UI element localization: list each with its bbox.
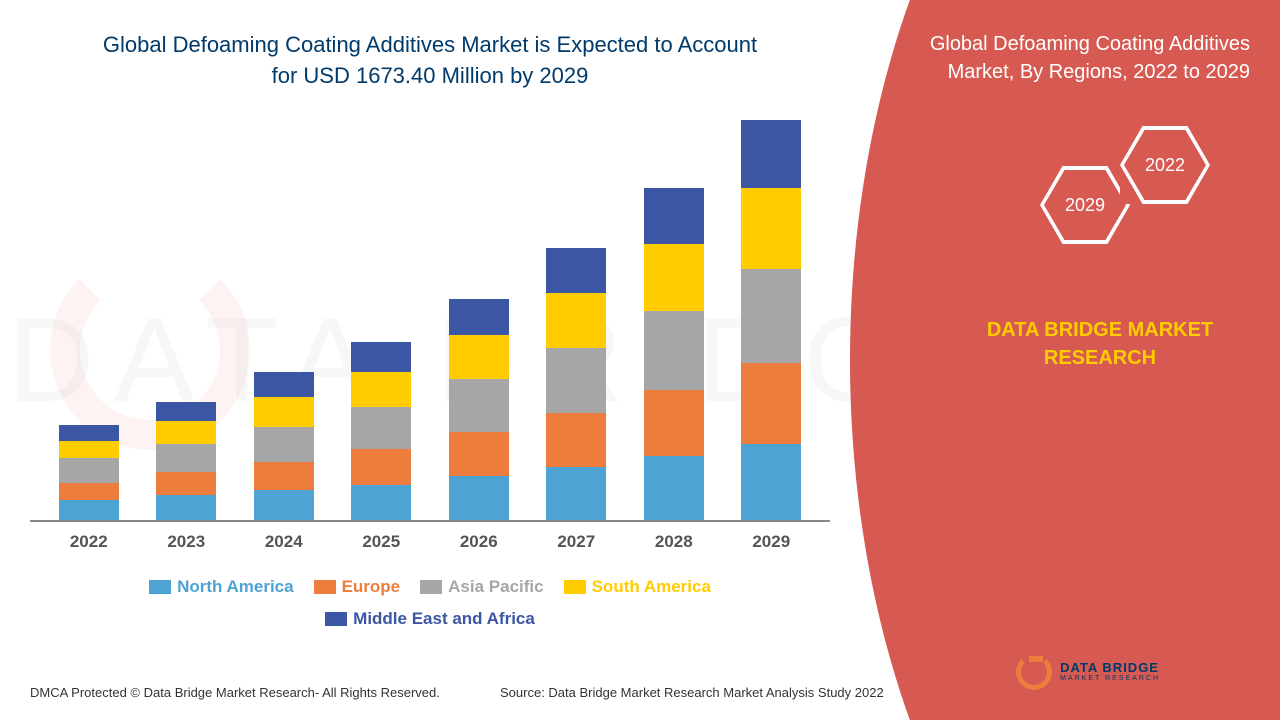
bar-segment bbox=[449, 379, 509, 432]
logo-line2: MARKET RESEARCH bbox=[1060, 675, 1160, 683]
hex-label-left: 2029 bbox=[1040, 166, 1130, 244]
footer-right: Source: Data Bridge Market Research Mark… bbox=[500, 685, 884, 700]
bar-column bbox=[439, 299, 519, 520]
stacked-bar bbox=[449, 299, 509, 520]
bar-segment bbox=[644, 456, 704, 519]
hex-2029: 2029 bbox=[1040, 166, 1130, 244]
bar-segment bbox=[254, 462, 314, 490]
x-axis-label: 2023 bbox=[146, 532, 226, 552]
legend-swatch bbox=[325, 612, 347, 626]
x-axis-label: 2024 bbox=[244, 532, 324, 552]
bar-segment bbox=[741, 444, 801, 519]
legend-label: Middle East and Africa bbox=[353, 609, 535, 629]
bar-segment bbox=[644, 244, 704, 311]
hex-2022: 2022 bbox=[1120, 126, 1210, 204]
bar-segment bbox=[644, 390, 704, 457]
chart-area: Global Defoaming Coating Additives Marke… bbox=[30, 20, 830, 629]
bar-segment bbox=[59, 458, 119, 483]
stacked-bar bbox=[351, 342, 411, 519]
stacked-bar bbox=[59, 425, 119, 520]
bar-segment bbox=[156, 444, 216, 472]
bar-segment bbox=[351, 449, 411, 484]
x-axis-labels: 2022 2023 2024 2025 2026 2027 2028 2029 bbox=[30, 522, 830, 552]
legend-label: Asia Pacific bbox=[448, 577, 543, 597]
bar-segment bbox=[351, 407, 411, 449]
chart-title: Global Defoaming Coating Additives Marke… bbox=[30, 20, 830, 122]
bar-column bbox=[146, 402, 226, 520]
bar-segment bbox=[741, 363, 801, 444]
brand-text: DATA BRIDGE MARKET RESEARCH bbox=[920, 316, 1250, 372]
bar-segment bbox=[156, 472, 216, 495]
footer-logo: DATA BRIDGE MARKET RESEARCH bbox=[1016, 654, 1160, 690]
legend-label: Europe bbox=[342, 577, 401, 597]
x-axis-label: 2028 bbox=[634, 532, 714, 552]
x-axis-label: 2026 bbox=[439, 532, 519, 552]
bars-row bbox=[30, 122, 830, 522]
stacked-bar bbox=[254, 372, 314, 519]
bar-column bbox=[49, 425, 129, 520]
bar-column bbox=[244, 372, 324, 519]
legend-swatch bbox=[420, 580, 442, 594]
footer-left: DMCA Protected © Data Bridge Market Rese… bbox=[30, 685, 440, 700]
bar-segment bbox=[449, 299, 509, 336]
bar-segment bbox=[351, 372, 411, 407]
bar-segment bbox=[156, 402, 216, 421]
bar-segment bbox=[741, 188, 801, 269]
x-axis-label: 2022 bbox=[49, 532, 129, 552]
bar-column bbox=[341, 342, 421, 519]
bar-segment bbox=[156, 495, 216, 520]
legend-item: Europe bbox=[306, 577, 409, 597]
bar-column bbox=[634, 188, 714, 520]
legend-item: Asia Pacific bbox=[412, 577, 551, 597]
bar-segment bbox=[546, 413, 606, 467]
bar-segment bbox=[546, 248, 606, 294]
bar-segment bbox=[254, 397, 314, 427]
legend-item: North America bbox=[141, 577, 302, 597]
legend-swatch bbox=[314, 580, 336, 594]
bar-segment bbox=[546, 467, 606, 520]
bar-segment bbox=[449, 432, 509, 476]
bar-column bbox=[731, 120, 811, 520]
bar-segment bbox=[254, 490, 314, 520]
legend-swatch bbox=[149, 580, 171, 594]
panel-title: Global Defoaming Coating Additives Marke… bbox=[920, 30, 1250, 86]
chart-legend: North America Europe Asia Pacific South Ame… bbox=[30, 577, 830, 629]
legend-item: Middle East and Africa bbox=[317, 609, 543, 629]
bar-column bbox=[536, 248, 616, 520]
stacked-bar bbox=[741, 120, 801, 520]
x-axis-label: 2025 bbox=[341, 532, 421, 552]
bar-segment bbox=[741, 120, 801, 188]
bar-segment bbox=[644, 311, 704, 390]
bar-segment bbox=[351, 342, 411, 372]
bar-segment bbox=[59, 483, 119, 501]
stacked-bar bbox=[156, 402, 216, 520]
bar-segment bbox=[741, 269, 801, 364]
bar-segment bbox=[254, 427, 314, 462]
legend-swatch bbox=[564, 580, 586, 594]
bar-segment bbox=[449, 476, 509, 520]
bar-segment bbox=[644, 188, 704, 244]
legend-item: South America bbox=[556, 577, 719, 597]
logo-mark-icon bbox=[1016, 654, 1052, 690]
bar-segment bbox=[449, 335, 509, 379]
bar-segment bbox=[351, 485, 411, 520]
bar-segment bbox=[59, 500, 119, 519]
bar-segment bbox=[156, 421, 216, 444]
x-axis-label: 2029 bbox=[731, 532, 811, 552]
bar-segment bbox=[254, 372, 314, 397]
side-panel: Global Defoaming Coating Additives Marke… bbox=[830, 0, 1280, 720]
bar-segment bbox=[59, 425, 119, 441]
x-axis-label: 2027 bbox=[536, 532, 616, 552]
legend-label: South America bbox=[592, 577, 711, 597]
logo-text: DATA BRIDGE MARKET RESEARCH bbox=[1060, 661, 1160, 683]
bar-segment bbox=[546, 293, 606, 347]
logo-line1: DATA BRIDGE bbox=[1060, 661, 1160, 675]
hex-group: 2029 2022 bbox=[980, 126, 1250, 286]
bar-segment bbox=[59, 441, 119, 459]
legend-label: North America bbox=[177, 577, 294, 597]
hex-label-right: 2022 bbox=[1120, 126, 1210, 204]
stacked-bar bbox=[644, 188, 704, 520]
bar-segment bbox=[546, 348, 606, 413]
stacked-bar bbox=[546, 248, 606, 520]
